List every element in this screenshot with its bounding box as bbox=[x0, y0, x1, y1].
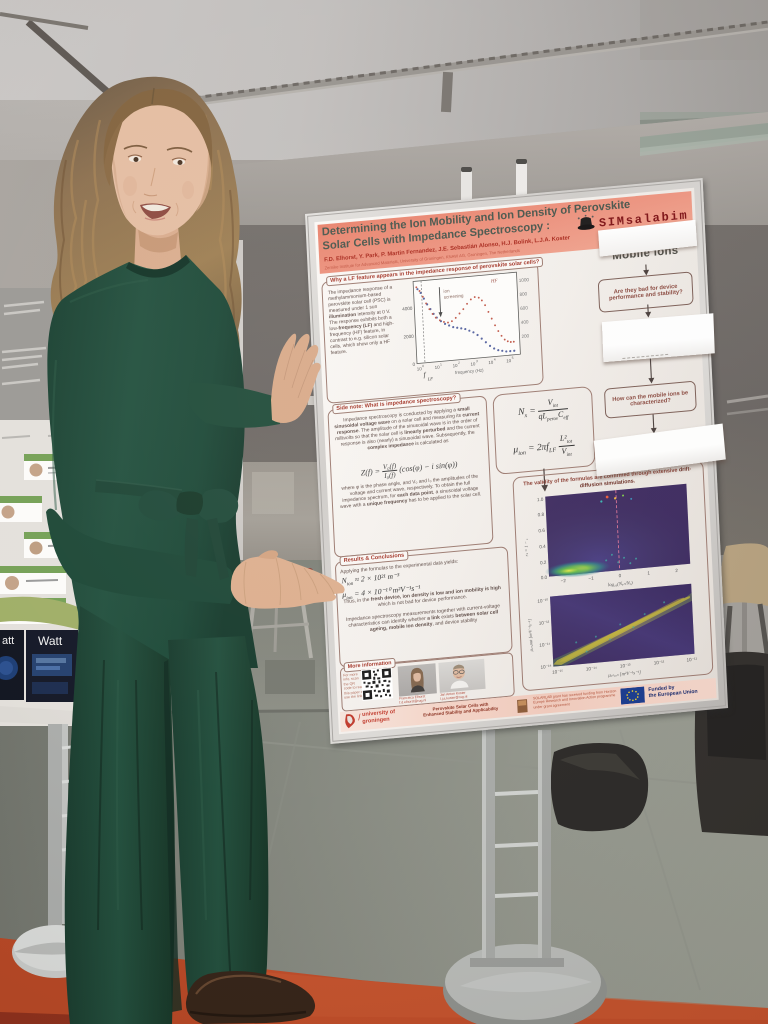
svg-text:10: 10 bbox=[488, 360, 494, 365]
svg-text:2000: 2000 bbox=[403, 334, 414, 340]
svg-text:10: 10 bbox=[435, 364, 441, 369]
svg-text:0.6: 0.6 bbox=[538, 528, 545, 534]
svg-text:0: 0 bbox=[422, 364, 424, 368]
svg-text:rₛ = 1 − ₔ: rₛ = 1 − ₔ bbox=[523, 538, 529, 557]
svg-text:1.0: 1.0 bbox=[537, 497, 544, 503]
svg-text:10: 10 bbox=[453, 363, 459, 368]
svg-text:HF: HF bbox=[490, 279, 499, 285]
svg-text:frequency (Hz): frequency (Hz) bbox=[455, 368, 484, 376]
svg-text:10: 10 bbox=[417, 366, 423, 371]
svg-text:0: 0 bbox=[619, 573, 622, 578]
svg-text:3: 3 bbox=[476, 359, 478, 363]
svg-text:screening: screening bbox=[444, 293, 464, 300]
svg-text:10⁻¹¹: 10⁻¹¹ bbox=[686, 657, 697, 663]
svg-text:log₁₀(Nₐₙ/Nₓ): log₁₀(Nₐₙ/Nₓ) bbox=[608, 581, 633, 588]
svg-text:400: 400 bbox=[521, 319, 529, 325]
svg-text:800: 800 bbox=[519, 291, 527, 297]
svg-text:att: att bbox=[2, 635, 14, 647]
svg-text:4: 4 bbox=[494, 357, 496, 361]
svg-text:10: 10 bbox=[506, 358, 512, 363]
svg-text:600: 600 bbox=[520, 305, 528, 311]
svg-text:0.2: 0.2 bbox=[540, 560, 547, 566]
svg-text:ion: ion bbox=[443, 288, 450, 294]
svg-text:10⁻¹⁵: 10⁻¹⁵ bbox=[552, 669, 563, 675]
svg-text:10⁻¹³: 10⁻¹³ bbox=[620, 663, 631, 669]
svg-text:10⁻¹⁶: 10⁻¹⁶ bbox=[540, 664, 551, 670]
svg-text:μₐₙ,out [m²V⁻¹s⁻¹]: μₐₙ,out [m²V⁻¹s⁻¹] bbox=[527, 618, 535, 651]
svg-text:1: 1 bbox=[440, 362, 442, 366]
svg-text:LF: LF bbox=[427, 376, 434, 382]
svg-text:5: 5 bbox=[512, 356, 514, 360]
svg-text:10⁻¹²: 10⁻¹² bbox=[654, 660, 665, 666]
svg-text:10⁻¹⁰: 10⁻¹⁰ bbox=[537, 598, 548, 604]
svg-text:4000: 4000 bbox=[402, 306, 413, 312]
svg-text:10⁻¹⁴: 10⁻¹⁴ bbox=[586, 666, 597, 672]
svg-text:0.4: 0.4 bbox=[539, 544, 546, 550]
svg-text:10: 10 bbox=[470, 361, 476, 366]
svg-text:1: 1 bbox=[647, 570, 650, 575]
svg-text:10⁻¹²: 10⁻¹² bbox=[539, 620, 550, 626]
svg-text:Watt: Watt bbox=[38, 634, 63, 648]
svg-text:μₐₙ,ₐₙ [m²V⁻¹s⁻¹]: μₐₙ,ₐₙ [m²V⁻¹s⁻¹] bbox=[608, 670, 641, 679]
svg-text:f: f bbox=[423, 371, 426, 379]
svg-text:0.0: 0.0 bbox=[541, 575, 548, 581]
svg-text:0.8: 0.8 bbox=[538, 512, 545, 518]
svg-text:2: 2 bbox=[458, 361, 460, 365]
svg-text:200: 200 bbox=[521, 333, 529, 339]
svg-text:0: 0 bbox=[412, 362, 415, 367]
svg-text:−1: −1 bbox=[588, 576, 594, 582]
svg-text:−2: −2 bbox=[561, 578, 567, 584]
svg-text:1000: 1000 bbox=[519, 277, 530, 283]
svg-text:10⁻¹⁴: 10⁻¹⁴ bbox=[539, 642, 550, 648]
svg-text:2: 2 bbox=[675, 568, 678, 573]
